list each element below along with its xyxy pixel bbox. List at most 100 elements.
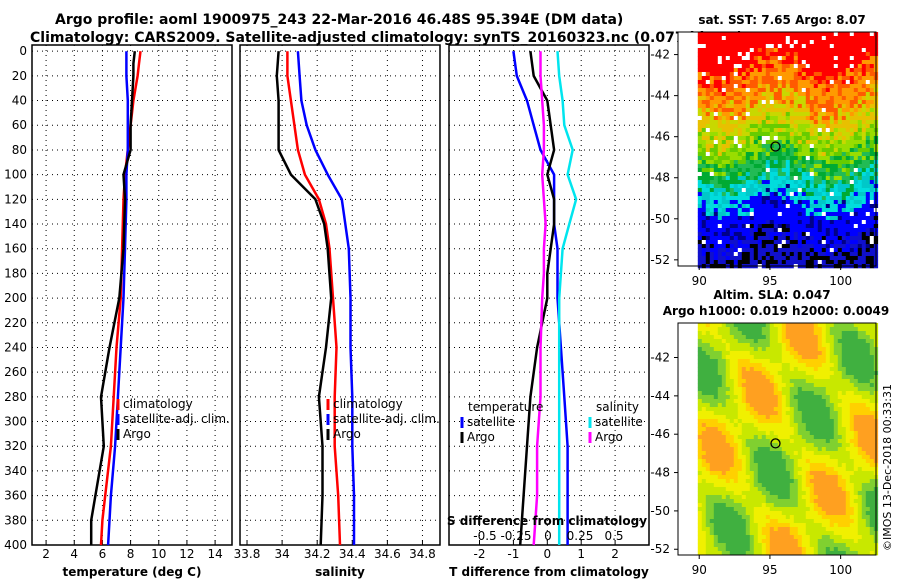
sla-map-cell xyxy=(809,335,815,340)
sla-map-cell xyxy=(865,363,871,368)
sst-map-cell xyxy=(801,100,807,105)
sla-map-cell xyxy=(785,423,791,428)
sla-map-cell xyxy=(701,499,707,504)
sla-map-cell xyxy=(829,503,835,508)
sst-map-cell xyxy=(865,52,871,57)
sla-map-cell xyxy=(717,327,723,332)
sst-map-cell xyxy=(841,76,847,81)
sla-map-cell xyxy=(761,363,767,368)
sst-map-cell xyxy=(769,92,775,97)
sla-map-cell xyxy=(813,327,819,332)
sla-map-cell xyxy=(757,495,763,500)
sla-map-cell xyxy=(749,495,755,500)
sst-map-cell xyxy=(773,204,779,209)
sla-map-cell xyxy=(697,399,703,404)
sla-map-cell xyxy=(757,479,763,484)
sla-map-cell xyxy=(773,495,779,500)
sst-map-cell xyxy=(853,64,859,69)
differences-xtick-label: -2 xyxy=(474,547,486,561)
sst-map-cell xyxy=(745,220,751,225)
sla-map-cell xyxy=(773,487,779,492)
sst-map-cell xyxy=(757,112,763,117)
sst-map-cell xyxy=(853,172,859,177)
sla-map-cell xyxy=(741,487,747,492)
sla-map-cell xyxy=(721,359,727,364)
sst-map-cell xyxy=(701,100,707,105)
sst-map-cell xyxy=(785,72,791,77)
sst-map-cell xyxy=(757,148,763,153)
sst-map-cell xyxy=(821,232,827,237)
sla-map-cell xyxy=(745,463,751,468)
sst-map-cell xyxy=(721,256,727,261)
sla-map-cell xyxy=(841,407,847,412)
sst-map-cell xyxy=(701,260,707,265)
sst-map-cell xyxy=(837,124,843,129)
sst-map-cell xyxy=(845,228,851,233)
sst-map-cell xyxy=(801,92,807,97)
sst-map-cell xyxy=(749,32,755,37)
sst-map-cell xyxy=(785,100,791,105)
sst-map-cell xyxy=(773,60,779,65)
sst-map-cell xyxy=(709,224,715,229)
sla-map-cell xyxy=(861,379,867,384)
sst-map-cell xyxy=(729,32,735,37)
sst-map-cell xyxy=(773,96,779,101)
sla-map-cell xyxy=(713,383,719,388)
sst-map-cell xyxy=(821,40,827,45)
sst-map-cell xyxy=(729,124,735,129)
sst-map-cell xyxy=(725,160,731,165)
sla-map-cell xyxy=(865,475,871,480)
sst-map-cell xyxy=(837,72,843,77)
sst-map-cell xyxy=(749,260,755,265)
sst-map-cell xyxy=(817,240,823,245)
sla-map-cell xyxy=(845,439,851,444)
sst-map-cell xyxy=(705,248,711,253)
sst-map-cell xyxy=(809,224,815,229)
sla-map-cell xyxy=(849,507,855,512)
sst-map-cell xyxy=(737,88,743,93)
sst-map-cell xyxy=(853,148,859,153)
sst-map-cell xyxy=(849,44,855,49)
sst-map-cell xyxy=(809,128,815,133)
sst-map-cell xyxy=(789,72,795,77)
sst-map-cell xyxy=(769,144,775,149)
sst-map-cell xyxy=(813,196,819,201)
diff-legend-temperature-title: temperature xyxy=(468,400,543,414)
sst-map-cell xyxy=(793,192,799,197)
sla-map-cell xyxy=(821,355,827,360)
sla-map-cell xyxy=(793,487,799,492)
sst-map-cell xyxy=(805,184,811,189)
sla-map-cell xyxy=(697,495,703,500)
sla-map-cell xyxy=(725,383,731,388)
sst-map-cell xyxy=(717,232,723,237)
sla-map-cell xyxy=(737,443,743,448)
sla-map-cell xyxy=(753,451,759,456)
sla-map-cell xyxy=(869,479,875,484)
sst-map-cell xyxy=(777,180,783,185)
sla-map-cell xyxy=(797,439,803,444)
sst-map-cell xyxy=(709,244,715,249)
salinity-series-climatology xyxy=(286,51,342,546)
sst-map-cell xyxy=(849,236,855,241)
sst-map-cell xyxy=(869,248,875,253)
sla-map-cell xyxy=(849,479,855,484)
sla-map-cell xyxy=(853,371,859,376)
sst-map-cell xyxy=(741,132,747,137)
sla-map-cell xyxy=(845,323,851,328)
sst-map-cell xyxy=(729,88,735,93)
sst-map-cell xyxy=(745,168,751,173)
sst-map-cell xyxy=(761,140,767,145)
sla-map-cell xyxy=(761,355,767,360)
sla-map-cell xyxy=(801,323,807,328)
sst-map-cell xyxy=(741,236,747,241)
sst-map-cell xyxy=(801,32,807,37)
sst-map-cell xyxy=(865,76,871,81)
sst-map-cell xyxy=(701,228,707,233)
sst-map-cell xyxy=(801,172,807,177)
sla-map-cell xyxy=(761,447,767,452)
sst-map-cell xyxy=(697,88,703,93)
sst-map-cell xyxy=(777,124,783,129)
sla-map-cell xyxy=(753,391,759,396)
sst-map-cell xyxy=(817,208,823,213)
sla-map-cell xyxy=(717,371,723,376)
